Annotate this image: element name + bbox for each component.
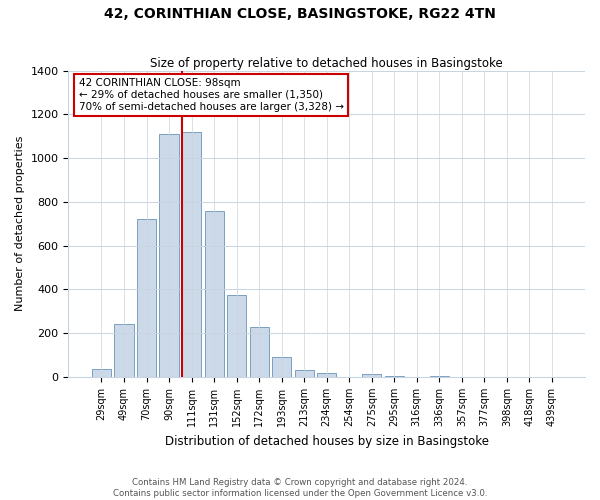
Bar [115, 324, 134, 377]
Title: Size of property relative to detached houses in Basingstoke: Size of property relative to detached ho… [151, 56, 503, 70]
Bar [362, 374, 382, 377]
X-axis label: Distribution of detached houses by size in Basingstoke: Distribution of detached houses by size … [165, 434, 489, 448]
Text: 42, CORINTHIAN CLOSE, BASINGSTOKE, RG22 4TN: 42, CORINTHIAN CLOSE, BASINGSTOKE, RG22 … [104, 8, 496, 22]
Bar [430, 376, 449, 377]
Text: Contains HM Land Registry data © Crown copyright and database right 2024.
Contai: Contains HM Land Registry data © Crown c… [113, 478, 487, 498]
Bar [137, 220, 156, 377]
Text: 42 CORINTHIAN CLOSE: 98sqm
← 29% of detached houses are smaller (1,350)
70% of s: 42 CORINTHIAN CLOSE: 98sqm ← 29% of deta… [79, 78, 344, 112]
Bar [182, 132, 201, 377]
Bar [317, 372, 336, 377]
Bar [250, 326, 269, 377]
Bar [227, 295, 246, 377]
Bar [295, 370, 314, 377]
Bar [385, 376, 404, 377]
Bar [160, 134, 179, 377]
Bar [272, 358, 291, 377]
Bar [92, 370, 111, 377]
Bar [205, 210, 224, 377]
Y-axis label: Number of detached properties: Number of detached properties [15, 136, 25, 312]
